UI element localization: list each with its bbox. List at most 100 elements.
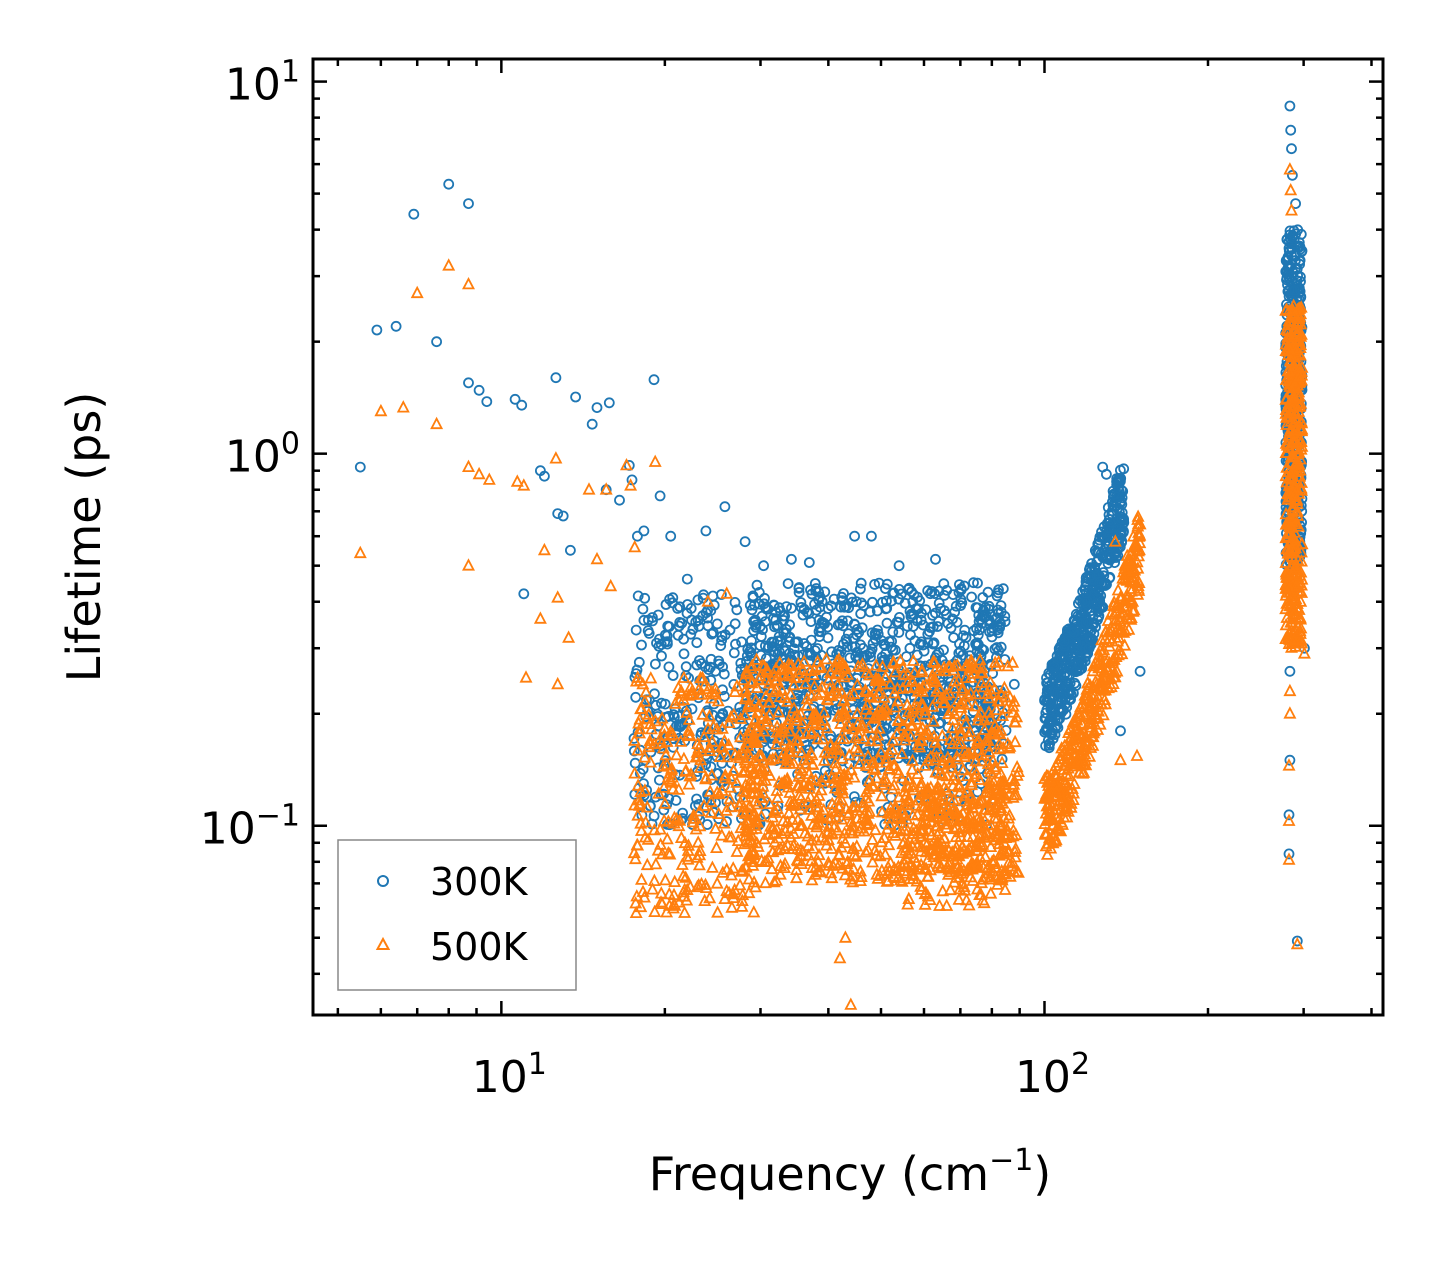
data-point-500k bbox=[1001, 844, 1015, 857]
data-point-300k bbox=[694, 655, 705, 666]
data-point-500k bbox=[776, 813, 790, 826]
data-point-500k bbox=[1285, 520, 1299, 533]
data-point-500k bbox=[892, 790, 906, 803]
data-point-300k bbox=[866, 530, 877, 542]
data-point-500k bbox=[984, 839, 998, 852]
data-point-500k bbox=[791, 713, 804, 726]
data-point-300k bbox=[888, 587, 900, 599]
data-point-500k bbox=[817, 713, 831, 726]
data-point-500k bbox=[697, 729, 711, 743]
data-point-300k bbox=[463, 377, 474, 389]
data-point-500k bbox=[967, 814, 980, 828]
data-point-500k bbox=[1101, 613, 1115, 626]
data-point-500k bbox=[909, 823, 923, 836]
data-point-300k bbox=[711, 618, 723, 630]
data-point-300k bbox=[1058, 669, 1070, 680]
data-point-500k bbox=[906, 808, 920, 821]
data-point-500k bbox=[1114, 623, 1128, 636]
data-point-300k bbox=[667, 741, 679, 753]
data-point-500k bbox=[374, 403, 388, 417]
data-point-500k bbox=[742, 872, 756, 885]
data-point-500k bbox=[924, 749, 938, 763]
data-point-500k bbox=[674, 686, 688, 699]
data-point-500k bbox=[692, 740, 706, 754]
data-point-500k bbox=[967, 769, 981, 782]
data-point-500k bbox=[805, 756, 819, 770]
data-point-500k bbox=[805, 724, 819, 737]
data-point-500k bbox=[1010, 788, 1023, 801]
data-point-500k bbox=[918, 886, 932, 900]
data-point-300k bbox=[762, 603, 774, 615]
data-point-300k bbox=[636, 639, 647, 651]
data-point-300k bbox=[966, 591, 977, 603]
data-point-500k bbox=[1123, 555, 1137, 568]
data-point-300k bbox=[980, 700, 991, 711]
data-point-300k bbox=[786, 553, 797, 565]
data-point-500k bbox=[1005, 854, 1019, 867]
data-point-500k bbox=[914, 779, 928, 792]
data-point-500k bbox=[943, 806, 957, 820]
data-point-500k bbox=[935, 728, 949, 741]
data-point-500k bbox=[353, 545, 367, 559]
data-point-300k bbox=[672, 629, 684, 641]
data-point-500k bbox=[832, 798, 846, 811]
data-point-500k bbox=[641, 832, 655, 845]
data-point-500k bbox=[1048, 834, 1062, 847]
data-point-500k bbox=[724, 780, 737, 793]
data-point-500k bbox=[886, 781, 900, 795]
data-point-500k bbox=[815, 830, 829, 843]
data-point-500k bbox=[742, 800, 756, 813]
data-point-300k bbox=[837, 620, 849, 632]
data-point-500k bbox=[928, 801, 942, 814]
data-point-500k bbox=[1097, 683, 1111, 696]
data-point-500k bbox=[902, 891, 916, 904]
data-point-500k bbox=[794, 842, 808, 855]
data-point-300k bbox=[691, 793, 702, 805]
data-point-500k bbox=[690, 879, 704, 893]
data-point-500k bbox=[640, 857, 654, 871]
data-point-300k bbox=[1285, 124, 1297, 136]
data-point-500k bbox=[1283, 162, 1297, 175]
data-point-500k bbox=[810, 687, 824, 700]
data-point-500k bbox=[703, 890, 717, 904]
data-point-500k bbox=[930, 684, 944, 697]
data-point-500k bbox=[699, 877, 712, 890]
data-point-300k bbox=[653, 640, 665, 652]
data-point-500k bbox=[939, 803, 953, 817]
data-point-500k bbox=[774, 722, 788, 735]
data-point-300k bbox=[678, 648, 690, 660]
data-point-500k bbox=[823, 665, 837, 678]
data-point-300k bbox=[1283, 809, 1295, 821]
data-point-500k bbox=[852, 824, 866, 837]
data-point-500k bbox=[1288, 308, 1302, 322]
data-point-500k bbox=[1282, 852, 1296, 865]
data-point-300k bbox=[755, 631, 767, 642]
data-point-300k bbox=[1060, 708, 1072, 720]
data-point-500k bbox=[825, 745, 839, 759]
data-point-500k bbox=[462, 459, 475, 473]
data-point-500k bbox=[722, 829, 736, 843]
data-point-300k bbox=[1080, 587, 1092, 599]
data-point-300k bbox=[552, 508, 564, 519]
data-point-500k bbox=[782, 712, 796, 725]
data-point-500k bbox=[898, 822, 911, 836]
data-point-500k bbox=[686, 814, 700, 828]
data-point-300k bbox=[972, 577, 983, 589]
y-tick-label: 10−1 bbox=[200, 799, 300, 855]
data-point-300k bbox=[915, 614, 927, 626]
data-point-500k bbox=[791, 656, 805, 670]
data-point-500k bbox=[906, 838, 920, 852]
data-point-300k bbox=[1062, 681, 1074, 693]
data-point-500k bbox=[996, 708, 1010, 721]
data-point-500k bbox=[842, 747, 856, 761]
data-point-500k bbox=[1286, 565, 1300, 578]
data-point-500k bbox=[789, 870, 803, 884]
data-point-500k bbox=[738, 764, 752, 777]
data-point-300k bbox=[955, 600, 966, 611]
data-point-500k bbox=[1131, 512, 1145, 525]
data-point-500k bbox=[901, 667, 915, 680]
data-point-300k bbox=[968, 577, 979, 589]
data-point-500k bbox=[854, 864, 867, 877]
data-point-500k bbox=[677, 670, 691, 683]
data-point-500k bbox=[770, 822, 784, 835]
